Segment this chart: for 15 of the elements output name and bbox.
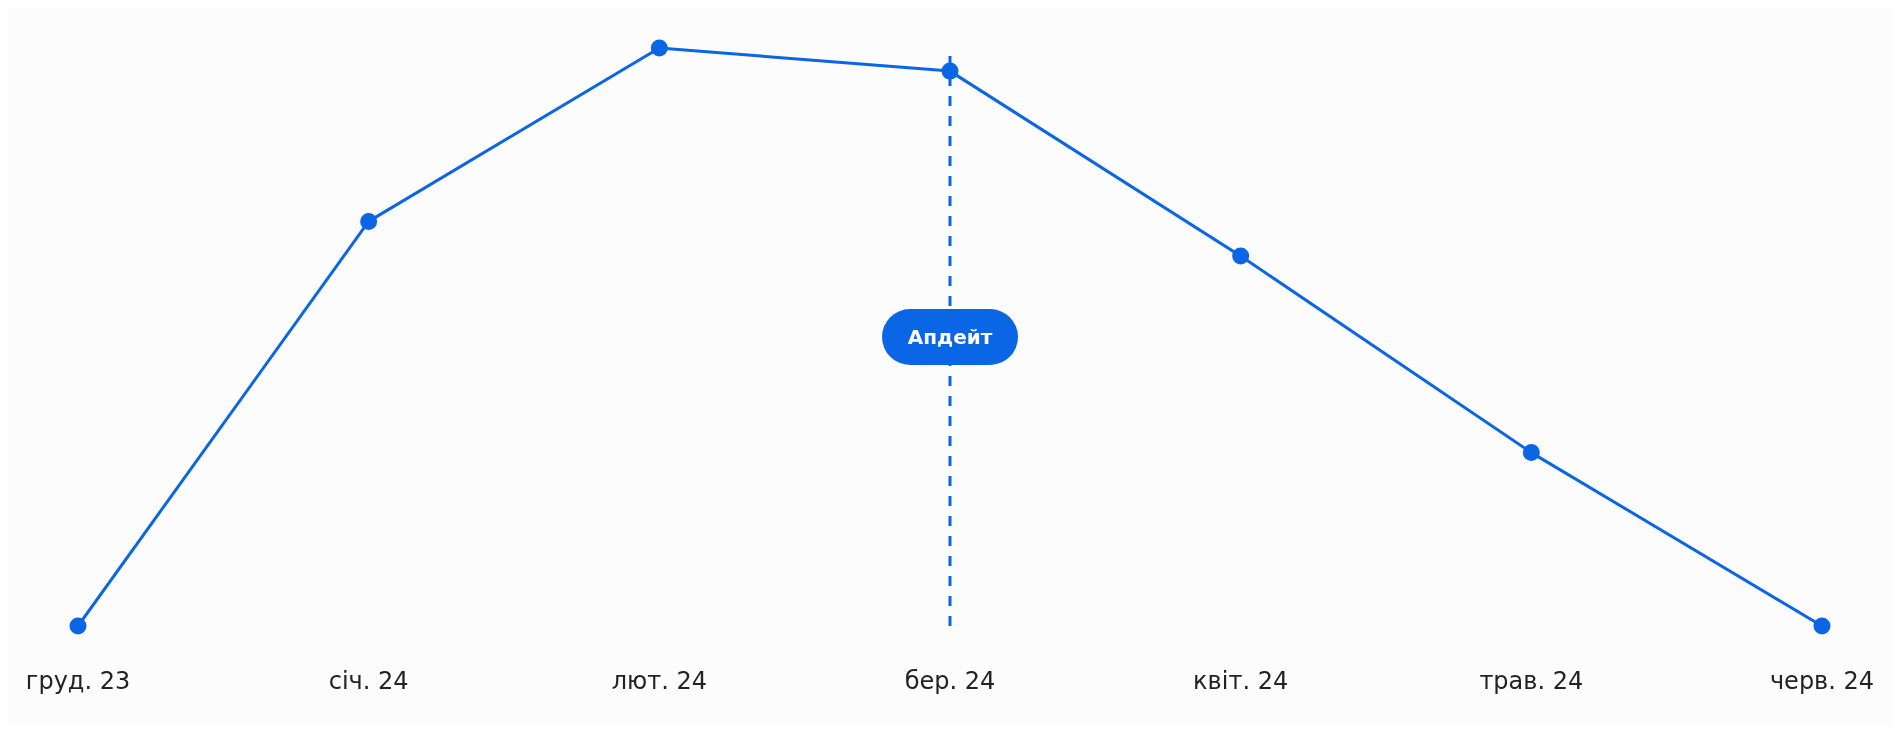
x-tick-label: черв. 24 (1769, 667, 1875, 696)
point (1232, 247, 1250, 265)
point (941, 62, 959, 80)
x-tick-label: лют. 24 (611, 667, 707, 696)
x-tick-label: бер. 24 (904, 667, 996, 696)
point (1813, 617, 1831, 635)
x-tick-label: січ. 24 (328, 667, 409, 696)
point (1522, 444, 1540, 462)
point (650, 39, 668, 57)
point (69, 617, 87, 635)
x-tick-label: груд. 23 (25, 667, 131, 696)
x-tick-label: трав. 24 (1479, 667, 1584, 696)
point (360, 212, 378, 230)
x-tick-label: квіт. 24 (1193, 667, 1289, 696)
ref-line-label: Апдейт (907, 325, 993, 349)
